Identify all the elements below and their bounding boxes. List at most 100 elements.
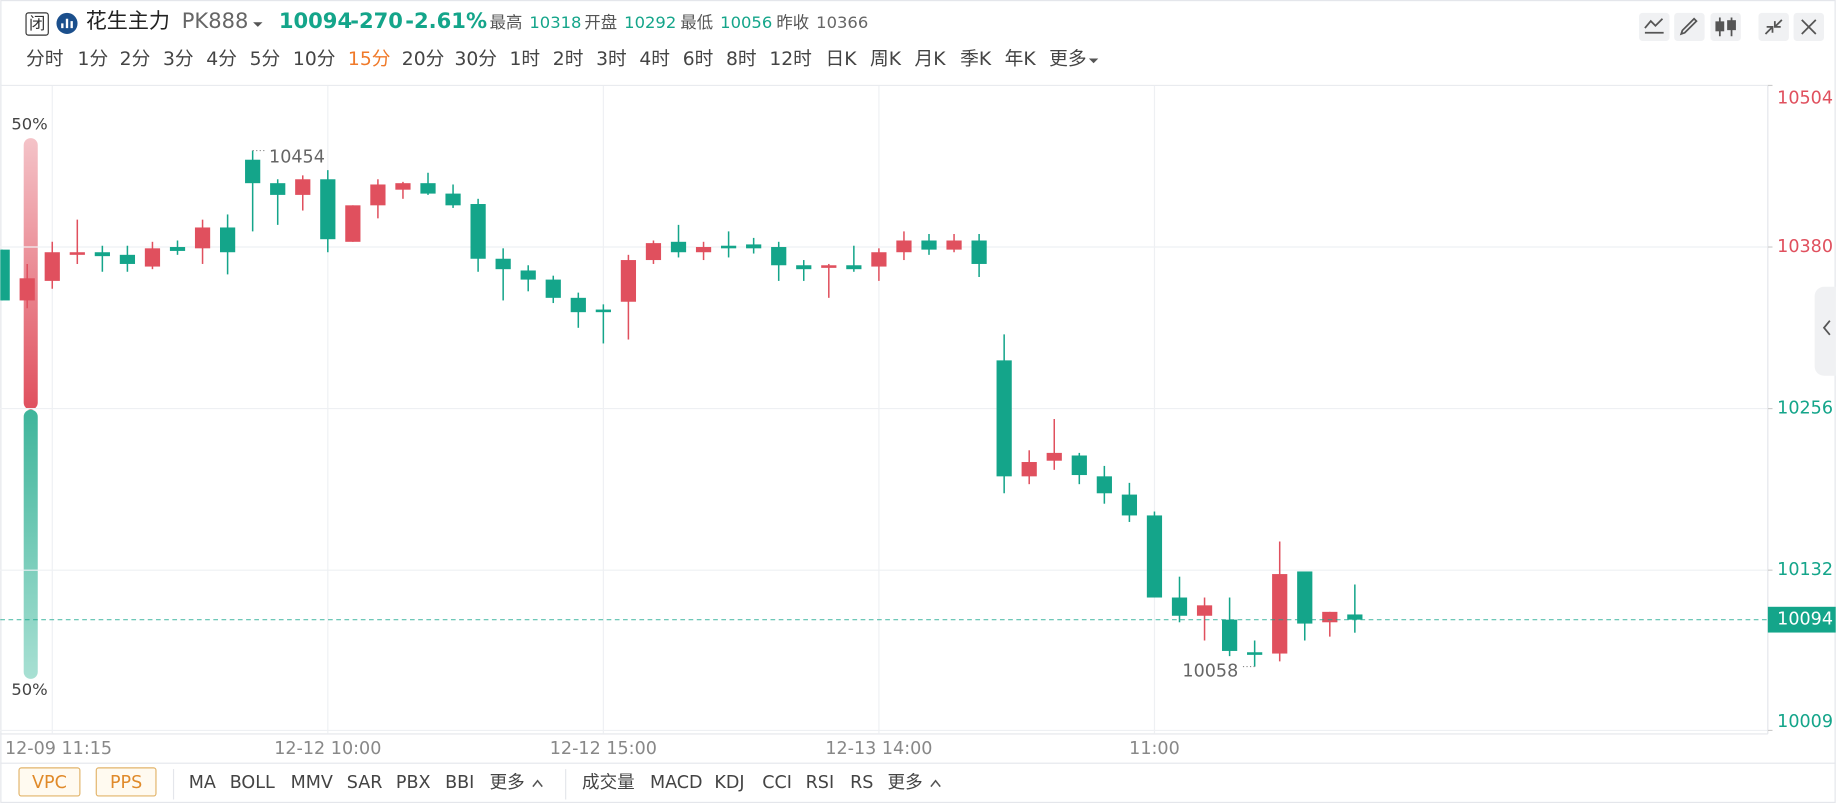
candle-body bbox=[320, 179, 336, 240]
candle-body bbox=[94, 252, 110, 257]
period-tab[interactable]: 分时 bbox=[26, 49, 63, 70]
overlay-box[interactable] bbox=[18, 767, 81, 797]
candle-body bbox=[19, 278, 35, 301]
contract-name: 花生主力 bbox=[86, 8, 170, 33]
side-handle[interactable] bbox=[1814, 286, 1836, 376]
candle-body bbox=[896, 240, 912, 253]
stat-value: 10318 bbox=[529, 13, 581, 32]
more-caret bbox=[532, 779, 543, 788]
period-tab[interactable]: 12时 bbox=[769, 49, 812, 70]
dropdown-arrow[interactable] bbox=[253, 22, 263, 27]
candle-body bbox=[1096, 476, 1112, 494]
period-tab[interactable]: 更多 bbox=[1049, 49, 1086, 70]
overlay-label[interactable]: PPS bbox=[110, 773, 142, 793]
candle-body bbox=[670, 241, 687, 253]
candle-body bbox=[595, 309, 611, 313]
icon-bg bbox=[1710, 12, 1741, 41]
x-tick-label: 12-09 11:15 bbox=[5, 739, 112, 759]
candle-body bbox=[370, 184, 386, 206]
overlay-box[interactable] bbox=[95, 767, 157, 797]
indicator[interactable]: SAR bbox=[347, 773, 383, 793]
period-tab[interactable]: 1分 bbox=[78, 49, 109, 70]
candle-body bbox=[445, 193, 461, 206]
shrink-icon[interactable] bbox=[1764, 19, 1783, 35]
candle-body bbox=[245, 159, 261, 184]
candle-body bbox=[1146, 515, 1163, 598]
period-tab[interactable]: 1时 bbox=[509, 49, 540, 70]
more-arrow[interactable] bbox=[1088, 58, 1099, 64]
candle-body bbox=[270, 183, 286, 195]
stat-value: 10366 bbox=[816, 13, 868, 32]
overlay-label[interactable]: VPC bbox=[32, 773, 67, 793]
last-price-label: 10094 bbox=[1777, 610, 1833, 630]
candle-body bbox=[495, 258, 511, 270]
candle-body bbox=[921, 240, 937, 250]
stat-value: 10292 bbox=[624, 13, 676, 32]
indicator[interactable]: MA bbox=[189, 773, 216, 793]
candle-body bbox=[545, 279, 561, 298]
contract-code[interactable]: PK888 bbox=[182, 8, 249, 33]
candle-body bbox=[821, 265, 837, 268]
candle-body bbox=[1196, 605, 1213, 616]
candle-body bbox=[620, 260, 637, 302]
period-tab[interactable]: 年K bbox=[1005, 49, 1037, 70]
candle-body bbox=[470, 204, 486, 259]
icon-bg bbox=[1639, 12, 1670, 41]
period-tab[interactable]: 日K bbox=[826, 49, 858, 70]
candle-body bbox=[1272, 574, 1288, 654]
period-tab[interactable]: 季K bbox=[960, 49, 992, 70]
period-tab[interactable]: 2时 bbox=[553, 49, 584, 70]
candle-body bbox=[0, 249, 10, 301]
plot: 10454 10058 bbox=[0, 85, 1768, 734]
period-tab[interactable]: 3分 bbox=[163, 49, 194, 70]
candle-body bbox=[295, 179, 311, 195]
indicator-icon[interactable] bbox=[1644, 18, 1664, 34]
candle-body bbox=[520, 270, 536, 280]
candle-body bbox=[169, 247, 186, 251]
period-tab[interactable]: 6时 bbox=[683, 49, 714, 70]
icon-bg bbox=[1758, 12, 1789, 41]
candle-body bbox=[1171, 597, 1188, 616]
period-tab[interactable]: 30分 bbox=[454, 49, 497, 70]
candle-icon-body bbox=[1715, 21, 1725, 32]
period-tab[interactable]: 周K bbox=[870, 49, 902, 70]
side-bar-down bbox=[23, 409, 38, 679]
period-tab[interactable]: 4时 bbox=[639, 49, 670, 70]
period-tab[interactable]: 月K bbox=[914, 49, 946, 70]
close-icon[interactable] bbox=[1801, 19, 1817, 35]
candle-body bbox=[1021, 462, 1037, 477]
indicator[interactable]: RS bbox=[850, 773, 873, 793]
candle-body bbox=[746, 244, 762, 249]
x-tick-label: 11:00 bbox=[1129, 739, 1180, 759]
indicator[interactable]: 成交量 bbox=[582, 773, 635, 793]
candle-body bbox=[420, 183, 436, 194]
indicator[interactable]: 更多 bbox=[490, 773, 525, 793]
candle-body bbox=[1046, 452, 1062, 461]
period-tab[interactable]: 10分 bbox=[293, 49, 336, 70]
price: 10094 bbox=[279, 8, 352, 33]
period-tab[interactable]: 3时 bbox=[596, 49, 627, 70]
period-tab[interactable]: 20分 bbox=[402, 49, 445, 70]
period-tab[interactable]: 5分 bbox=[250, 49, 281, 70]
indicator[interactable]: KDJ bbox=[714, 773, 744, 793]
indicator[interactable]: MACD bbox=[650, 773, 703, 793]
indicator[interactable]: CCI bbox=[762, 773, 792, 793]
period-tab[interactable]: 2分 bbox=[120, 49, 151, 70]
indicator[interactable]: BOLL bbox=[230, 773, 275, 793]
draw-icon[interactable] bbox=[1679, 17, 1698, 36]
period-tab[interactable]: 15分 bbox=[348, 49, 391, 70]
indicator[interactable]: 更多 bbox=[888, 773, 923, 793]
x-tick-label: 12-13 14:00 bbox=[825, 739, 932, 759]
candle-body bbox=[1347, 614, 1363, 620]
candle-body bbox=[796, 265, 812, 270]
candle-body bbox=[44, 252, 60, 281]
stat-label: 最低 bbox=[680, 13, 713, 32]
period-tab[interactable]: 4分 bbox=[206, 49, 237, 70]
indicator[interactable]: PBX bbox=[396, 773, 431, 793]
indicator[interactable]: MMV bbox=[291, 773, 333, 793]
indicator[interactable]: BBI bbox=[445, 773, 474, 793]
logo-bars bbox=[61, 18, 73, 29]
indicator[interactable]: RSI bbox=[806, 773, 835, 793]
period-tab[interactable]: 8时 bbox=[726, 49, 757, 70]
candle-body bbox=[771, 247, 787, 266]
